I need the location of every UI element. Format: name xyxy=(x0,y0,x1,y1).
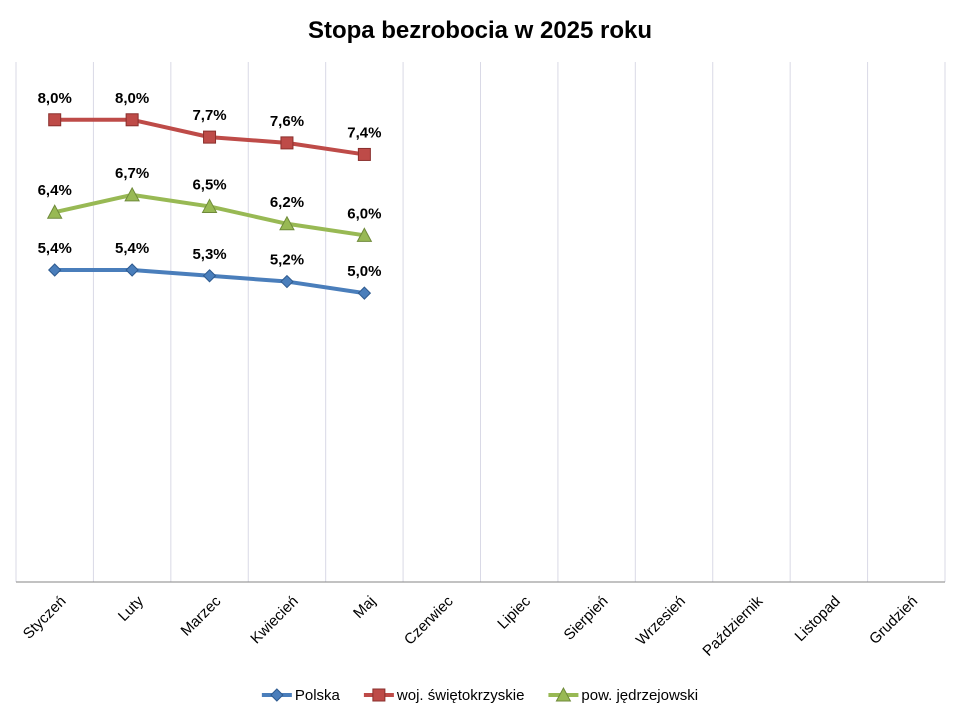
marker xyxy=(356,227,373,242)
x-tick-label: Sierpień xyxy=(561,593,612,644)
marker xyxy=(357,147,371,161)
data-label: 5,0% xyxy=(347,263,381,280)
x-tick-label: Wrzesień xyxy=(633,593,689,649)
chart-title: Stopa bezrobocia w 2025 roku xyxy=(308,17,652,44)
data-label: 5,4% xyxy=(115,240,149,257)
marker xyxy=(48,113,62,127)
data-label: 5,2% xyxy=(270,252,304,269)
marker xyxy=(46,204,63,219)
legend-label: Polska xyxy=(295,687,341,704)
data-label: 6,5% xyxy=(192,176,226,193)
x-tick-label: Luty xyxy=(115,592,147,624)
marker xyxy=(372,688,386,702)
x-tick-label: Listopad xyxy=(792,593,844,645)
legend: Polska woj. świętokrzyskie pow. jędrzejows… xyxy=(261,686,698,704)
marker xyxy=(270,688,284,702)
legend-item: pow. jędrzejowski xyxy=(548,686,698,704)
data-label: 7,7% xyxy=(192,107,226,124)
marker xyxy=(125,263,139,277)
data-label: 8,0% xyxy=(115,90,149,107)
marker xyxy=(357,286,372,300)
marker xyxy=(203,130,217,144)
data-label: 6,4% xyxy=(38,182,72,199)
data-label: 6,7% xyxy=(115,165,149,182)
marker xyxy=(202,269,217,283)
x-tick-label: Marzec xyxy=(178,592,225,639)
marker xyxy=(48,263,62,277)
data-label: 8,0% xyxy=(38,90,72,107)
x-tick-label: Grudzień xyxy=(866,593,921,648)
legend-item: woj. świętokrzyskie xyxy=(363,687,525,704)
x-tick-label: Czerwiec xyxy=(401,592,457,648)
marker xyxy=(201,198,218,213)
marker xyxy=(279,215,295,231)
marker xyxy=(125,113,139,127)
marker xyxy=(124,186,140,202)
data-label: 6,0% xyxy=(347,205,381,222)
x-tick-label: Lipiec xyxy=(494,592,534,632)
marker xyxy=(555,686,572,702)
x-tick-label: Październik xyxy=(699,592,766,659)
legend-item: Polska xyxy=(261,687,341,704)
x-tick-label: Maj xyxy=(350,593,379,622)
data-label: 6,2% xyxy=(270,194,304,211)
legend-label: pow. jędrzejowski xyxy=(581,687,698,704)
data-label: 7,6% xyxy=(270,113,304,130)
marker xyxy=(280,274,294,289)
data-label: 5,4% xyxy=(38,240,72,257)
data-label: 7,4% xyxy=(347,124,381,141)
marker xyxy=(280,136,294,150)
x-tick-label: Kwiecień xyxy=(247,593,301,647)
legend-label: woj. świętokrzyskie xyxy=(396,687,525,704)
data-label: 5,3% xyxy=(192,246,226,263)
x-tick-label: Styczeń xyxy=(20,593,70,643)
